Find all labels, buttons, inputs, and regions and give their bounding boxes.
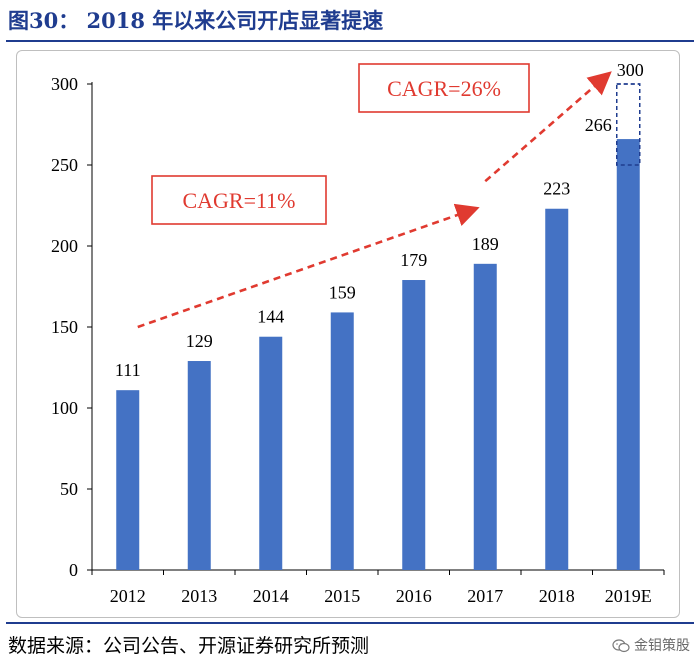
x-tick-label: 2017 bbox=[467, 586, 503, 606]
bar-2017 bbox=[473, 263, 497, 570]
source-note: 数据来源：公司公告、开源证券研究所预测 bbox=[8, 635, 370, 657]
bar-2015 bbox=[330, 312, 354, 570]
watermark-text: 金钼策股 bbox=[634, 638, 690, 654]
data-label-2016: 179 bbox=[400, 250, 427, 270]
y-tick-label: 100 bbox=[51, 398, 78, 418]
data-label-2014: 144 bbox=[257, 307, 284, 327]
bar-2018 bbox=[545, 208, 569, 571]
bar-2013 bbox=[187, 361, 211, 570]
data-label-2015: 159 bbox=[329, 282, 356, 302]
bar-2012 bbox=[116, 390, 140, 570]
x-tick-label: 2019E bbox=[605, 586, 652, 606]
cagr-box-2 bbox=[358, 63, 530, 113]
y-tick-label: 150 bbox=[51, 317, 78, 337]
x-tick-label: 2015 bbox=[324, 586, 360, 606]
watermark: 金钼策股 bbox=[612, 630, 690, 662]
y-tick-label: 0 bbox=[69, 560, 78, 580]
y-tick-label: 50 bbox=[60, 479, 78, 499]
x-tick-label: 2013 bbox=[181, 586, 217, 606]
data-label-2018: 223 bbox=[543, 179, 570, 199]
cagr-text-2: CAGR=26% bbox=[387, 76, 501, 101]
x-tick-label: 2014 bbox=[253, 586, 289, 606]
data-label-2013: 129 bbox=[186, 331, 213, 351]
data-label-2017: 189 bbox=[472, 234, 499, 254]
x-tick-label: 2018 bbox=[539, 586, 575, 606]
cagr-box-1 bbox=[151, 175, 327, 225]
cagr-arrow-2 bbox=[484, 71, 612, 183]
top-rule bbox=[6, 40, 694, 42]
projection-outline-overlay bbox=[616, 83, 641, 166]
bottom-rule bbox=[6, 622, 694, 624]
bar-2019E bbox=[616, 139, 640, 570]
bar-2016 bbox=[402, 280, 426, 570]
figure-title: 图30： 2018 年以来公司开店显著提速 bbox=[8, 8, 384, 33]
data-label-2012: 111 bbox=[115, 360, 141, 380]
y-tick-label: 300 bbox=[51, 74, 78, 94]
cagr-text-1: CAGR=11% bbox=[182, 188, 295, 213]
x-tick-label: 2016 bbox=[396, 586, 432, 606]
wechat-logo-icon bbox=[612, 639, 630, 653]
data-label-2019E: 266 bbox=[585, 115, 612, 135]
bar-2014 bbox=[259, 336, 283, 570]
y-tick-label: 250 bbox=[51, 155, 78, 175]
y-tick-label: 200 bbox=[51, 236, 78, 256]
projection-label: 300 bbox=[617, 60, 644, 80]
x-tick-label: 2012 bbox=[110, 586, 146, 606]
